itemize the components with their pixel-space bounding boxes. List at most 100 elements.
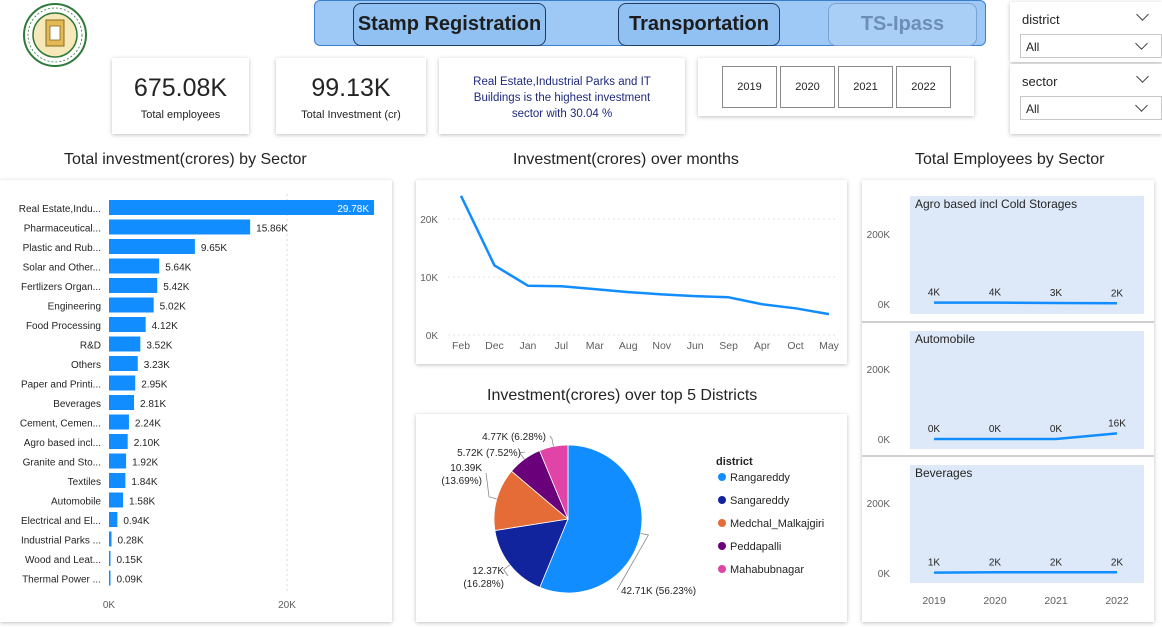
bar-data-label: 1.84K [131,477,157,488]
y-tick-label: 0K [878,435,891,446]
x-tick-label: Dec [485,340,504,352]
legend-entry: Mahabubnagar [730,564,804,576]
bar-category-label: R&D [80,341,101,352]
bar-category-label: Thermal Power ... [22,575,101,586]
pie-leader-line [503,564,511,577]
bar [109,356,138,371]
x-tick-label: 0K [103,600,116,611]
bar [109,434,128,449]
panel-title: Automobile [915,332,975,346]
chevron-down-icon[interactable] [1136,8,1149,21]
point-data-label: 2K [1050,557,1063,568]
bar [109,258,160,274]
x-tick-label: 2021 [1044,595,1068,607]
pie-slice [539,444,643,594]
employees-by-sector-title: Total Employees by Sector [915,151,1105,168]
y-tick-label: 20K [420,215,438,226]
employees-small-multiples: Agro based incl Cold Storages 0K 200K 4K 4K 3… [862,196,1154,607]
tab-transportation[interactable]: Transportation [618,3,780,46]
bar-data-label: 2.95K [141,380,167,391]
monthly-line-chart: 0K 10K 20K Feb Dec Jan Jul Mar Aug Nov Jun Sep Apr Oc… [420,195,840,352]
series-line [459,195,830,316]
chevron-down-icon[interactable] [1136,70,1149,83]
total-investment-value: 99.13K [311,74,391,102]
x-tick-label: 2022 [1105,595,1129,607]
point-data-label: 3K [1050,288,1063,299]
government-seal-logo [22,2,88,68]
x-tick-label: Oct [787,340,803,352]
pie-leader-line [549,435,554,447]
x-tick-label: Jun [687,340,704,352]
legend-marker [718,542,726,550]
district-pie-chart-card: 42.71K (56.23%) 12.37K (16.28%) 10.39K (13.6… [416,414,847,622]
point-data-label: 0K [928,424,941,435]
pie-leader-line [485,472,497,500]
year-button-2020[interactable]: 2020 [780,66,835,108]
pie-leader-line [518,451,526,460]
bar [109,336,141,352]
sector-bar-chart-card: Real Estate,Indu... 29.78K Pharmaceutical.… [0,180,392,622]
district-pie-chart: 42.71K (56.23%) 12.37K (16.28%) 10.39K (13.6… [441,432,824,597]
bar-category-label: Plastic and Rub... [23,243,101,254]
bar [109,395,135,410]
kpi-total-employees: 675.08K Total employees [112,58,249,134]
bar [109,551,111,566]
legend-entry: Peddapalli [730,541,781,553]
point-data-label: 4K [989,288,1002,299]
x-tick-label: May [819,340,840,352]
x-tick-label: Jan [519,340,536,352]
year-slicer: 2019 2020 2021 2022 [698,58,974,116]
bar-data-label: 0.15K [117,555,143,566]
y-tick-label: 0K [878,569,891,580]
bar-data-label: 1.58K [129,497,155,508]
bar-data-label: 15.86K [256,224,288,235]
district-dropdown[interactable]: All [1020,34,1162,58]
y-tick-label: 10K [420,273,438,284]
pie-slice [494,518,569,588]
bar [109,200,375,215]
bar-data-label: 0.28K [117,536,143,547]
x-tick-label: 2019 [922,595,946,607]
panel-background [910,331,1144,449]
pie-data-label: 42.71K (56.23%) [621,586,696,597]
series-line [934,432,1118,441]
point-data-label: 1K [928,558,941,569]
bar-data-label: 5.02K [160,302,186,313]
pie-data-label: 4.77K (6.28%) [482,432,546,443]
bar [109,278,158,293]
district-dropdown-value: All [1026,40,1040,54]
pie-data-label: (13.69%) [441,476,482,487]
pie-data-label: 5.72K (7.52%) [457,448,521,459]
bar [109,492,124,508]
bar [109,375,136,391]
district-slicer-title: district [1022,12,1060,27]
monthly-line-chart-card: 0K 10K 20K Feb Dec Jan Jul Mar Aug Nov Jun Sep Apr Oc… [416,180,847,364]
y-tick-label: 200K [867,230,891,241]
legend-title: district [716,456,753,468]
bar-data-label: 5.64K [165,263,191,274]
bar [109,414,129,430]
bar-category-label: Solar and Other... [23,263,101,274]
tab-ts-ipass[interactable]: TS-Ipass [828,3,977,46]
year-button-2019[interactable]: 2019 [722,66,777,108]
pie-data-label: (16.28%) [463,579,504,590]
bar-data-label: 0.09K [117,575,143,586]
legend-entry: Sangareddy [730,495,790,507]
employees-small-multiples-card: Agro based incl Cold Storages 0K 200K 4K 4K 3… [862,180,1154,622]
tab-stamp-registration[interactable]: Stamp Registration [353,3,546,46]
point-data-label: 0K [989,424,1002,435]
pie-leader-line [616,532,650,591]
bar-data-label: 1.92K [132,458,158,469]
x-tick-label: Aug [619,340,638,352]
sector-dropdown[interactable]: All [1020,96,1162,120]
legend-marker [718,473,726,481]
year-button-2021[interactable]: 2021 [838,66,893,108]
pie-slice [493,470,569,531]
legend-entry: Rangareddy [730,472,790,484]
bar-category-label: Others [71,360,101,371]
legend-marker [718,519,726,527]
bar [109,317,146,332]
year-button-2022[interactable]: 2022 [896,66,951,108]
point-data-label: 2K [1111,288,1124,299]
bar-category-label: Beverages [53,399,101,410]
